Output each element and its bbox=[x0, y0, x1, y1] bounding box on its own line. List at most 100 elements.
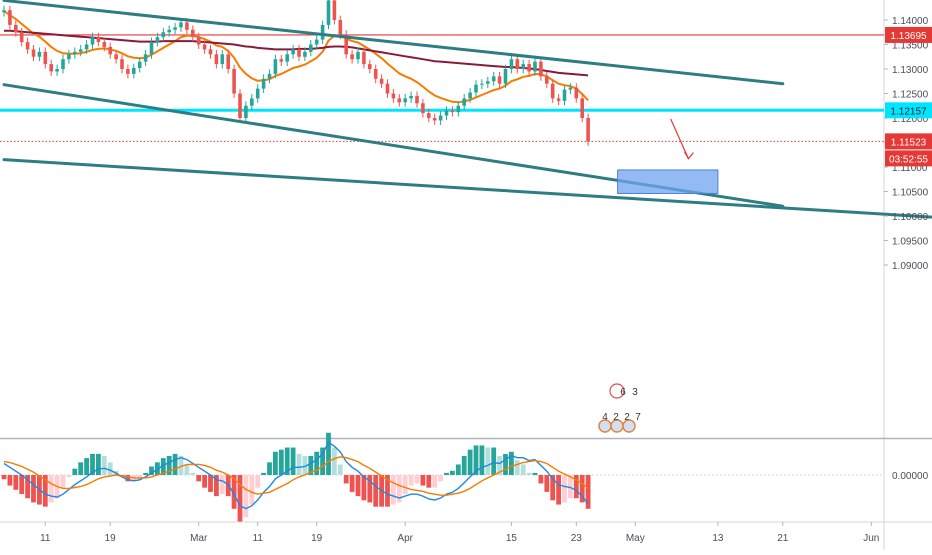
candle-body[interactable] bbox=[368, 64, 372, 69]
candle-body[interactable] bbox=[102, 42, 107, 47]
candle-body[interactable] bbox=[480, 83, 484, 85]
macd-histogram-bar[interactable] bbox=[273, 451, 278, 475]
candle-body[interactable] bbox=[279, 59, 284, 62]
macd-histogram-bar[interactable] bbox=[308, 455, 314, 475]
candle-body[interactable] bbox=[55, 69, 59, 72]
macd-histogram-bar[interactable] bbox=[503, 453, 508, 475]
candle-body[interactable] bbox=[450, 110, 455, 113]
macd-histogram-bar[interactable] bbox=[125, 475, 131, 482]
macd-histogram-bar[interactable] bbox=[573, 475, 579, 499]
candle-body[interactable] bbox=[291, 49, 295, 55]
candle-body[interactable] bbox=[556, 98, 561, 101]
candle-body[interactable] bbox=[49, 64, 53, 72]
macd-histogram-bar[interactable] bbox=[568, 475, 573, 499]
projection-arrow-head[interactable] bbox=[683, 151, 694, 160]
candle-body[interactable] bbox=[462, 98, 466, 106]
macd-histogram-bar[interactable] bbox=[337, 464, 343, 475]
macd-histogram-bar[interactable] bbox=[290, 447, 296, 475]
candle-body[interactable] bbox=[19, 32, 24, 43]
candle-body[interactable] bbox=[96, 37, 101, 43]
candle-body[interactable] bbox=[397, 98, 402, 103]
candle-body[interactable] bbox=[73, 51, 77, 55]
event-markers[interactable]: 6 34 2 2 7 bbox=[598, 383, 641, 433]
macd-histogram-bar[interactable] bbox=[202, 475, 207, 488]
macd-histogram-bar[interactable] bbox=[243, 475, 249, 518]
macd-line[interactable] bbox=[3, 441, 589, 510]
candle-body[interactable] bbox=[415, 95, 419, 104]
candle-body[interactable] bbox=[273, 59, 278, 74]
macd-signal-line[interactable] bbox=[3, 456, 589, 496]
candle-body[interactable] bbox=[179, 22, 183, 28]
candle-body[interactable] bbox=[43, 51, 48, 65]
candle-body[interactable] bbox=[344, 34, 348, 55]
candle-body[interactable] bbox=[297, 49, 301, 57]
candle-body[interactable] bbox=[444, 110, 449, 116]
candle-body[interactable] bbox=[238, 93, 242, 119]
candle-body[interactable] bbox=[202, 44, 207, 50]
macd-histogram-bar[interactable] bbox=[208, 475, 213, 492]
macd-histogram-bar[interactable] bbox=[249, 475, 255, 505]
macd-histogram-bar[interactable] bbox=[66, 475, 72, 478]
price-label-last[interactable] bbox=[885, 133, 932, 150]
candle-body[interactable] bbox=[550, 83, 555, 99]
macd-histogram-bar[interactable] bbox=[314, 451, 320, 475]
macd-histogram-bar[interactable] bbox=[60, 475, 66, 488]
candle-body[interactable] bbox=[474, 84, 478, 93]
candle-body[interactable] bbox=[509, 59, 514, 69]
candle-body[interactable] bbox=[580, 98, 584, 118]
projection-arrow-line[interactable] bbox=[670, 118, 689, 159]
macd-histogram-bar[interactable] bbox=[261, 472, 266, 475]
candle-body[interactable] bbox=[403, 98, 407, 103]
macd-histogram-bar[interactable] bbox=[7, 475, 13, 486]
macd-histogram-bar[interactable] bbox=[72, 468, 78, 475]
candle-body[interactable] bbox=[515, 59, 520, 69]
macd-histogram-bar[interactable] bbox=[544, 475, 550, 492]
candle-body[interactable] bbox=[545, 76, 549, 84]
macd-pane[interactable]: 0.00000 bbox=[0, 432, 929, 522]
candle-body[interactable] bbox=[326, 0, 331, 25]
candle-body[interactable] bbox=[114, 54, 118, 60]
macd-histogram-bar[interactable] bbox=[532, 472, 538, 475]
candle-body[interactable] bbox=[285, 54, 289, 62]
candle-body[interactable] bbox=[84, 44, 89, 50]
candle-body[interactable] bbox=[497, 76, 502, 84]
target-zone-box[interactable] bbox=[617, 169, 719, 194]
candle-body[interactable] bbox=[533, 61, 537, 72]
macd-histogram-bar[interactable] bbox=[385, 475, 390, 507]
candle-body[interactable] bbox=[191, 29, 195, 38]
macd-histogram-bar[interactable] bbox=[267, 462, 272, 475]
candle-body[interactable] bbox=[562, 89, 567, 101]
candle-body[interactable] bbox=[527, 64, 531, 72]
candle-body[interactable] bbox=[25, 42, 30, 50]
candle-body[interactable] bbox=[61, 59, 65, 69]
macd-histogram-bar[interactable] bbox=[160, 458, 166, 475]
macd-histogram-bar[interactable] bbox=[48, 475, 54, 503]
candle-body[interactable] bbox=[108, 46, 112, 55]
macd-histogram-bar[interactable] bbox=[402, 475, 408, 495]
candle-body[interactable] bbox=[391, 93, 396, 99]
macd-histogram-bar[interactable] bbox=[349, 475, 355, 492]
candle-body[interactable] bbox=[173, 27, 177, 30]
macd-histogram-bar[interactable] bbox=[461, 455, 467, 475]
price-label-countdown[interactable] bbox=[885, 150, 932, 167]
macd-histogram-bar[interactable] bbox=[320, 447, 325, 475]
candle-body[interactable] bbox=[320, 24, 325, 40]
candle-body[interactable] bbox=[456, 105, 461, 113]
price-label-support[interactable] bbox=[885, 102, 932, 119]
candle-body[interactable] bbox=[438, 115, 443, 121]
macd-histogram-bar[interactable] bbox=[526, 472, 532, 475]
macd-histogram-bar[interactable] bbox=[143, 472, 148, 475]
macd-histogram-bar[interactable] bbox=[326, 432, 331, 475]
candle-body[interactable] bbox=[521, 64, 525, 69]
candle-body[interactable] bbox=[574, 87, 579, 99]
macd-histogram-bar[interactable] bbox=[420, 475, 426, 486]
macd-histogram-bar[interactable] bbox=[432, 475, 438, 488]
candle-body[interactable] bbox=[244, 105, 248, 118]
candle-body[interactable] bbox=[167, 29, 171, 33]
macd-histogram-bar[interactable] bbox=[302, 455, 308, 475]
time-axis[interactable]: 11 19 Mar 11 19 Apr 15 23 May 13 21 Jun bbox=[40, 522, 879, 544]
candle-body[interactable] bbox=[309, 44, 313, 52]
macd-histogram-bar[interactable] bbox=[514, 460, 520, 475]
macd-histogram-bar[interactable] bbox=[13, 475, 19, 490]
candle-body[interactable] bbox=[14, 24, 18, 33]
